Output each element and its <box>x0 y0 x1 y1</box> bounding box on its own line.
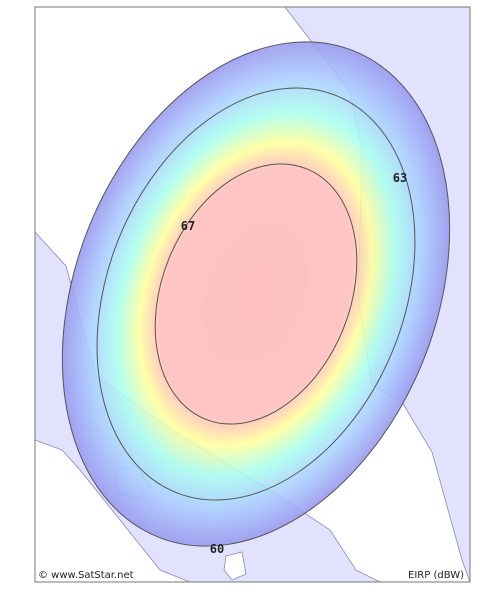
contour-label: 67 <box>181 219 195 233</box>
map-frame <box>34 6 471 583</box>
contour <box>154 163 358 425</box>
credit: © www.SatStar.net <box>38 570 134 581</box>
contour <box>96 87 416 501</box>
contour-label: 60 <box>210 542 224 556</box>
island <box>223 551 247 581</box>
contour-label: 63 <box>393 171 407 185</box>
unit-label: EIRP (dBW) <box>408 570 464 581</box>
